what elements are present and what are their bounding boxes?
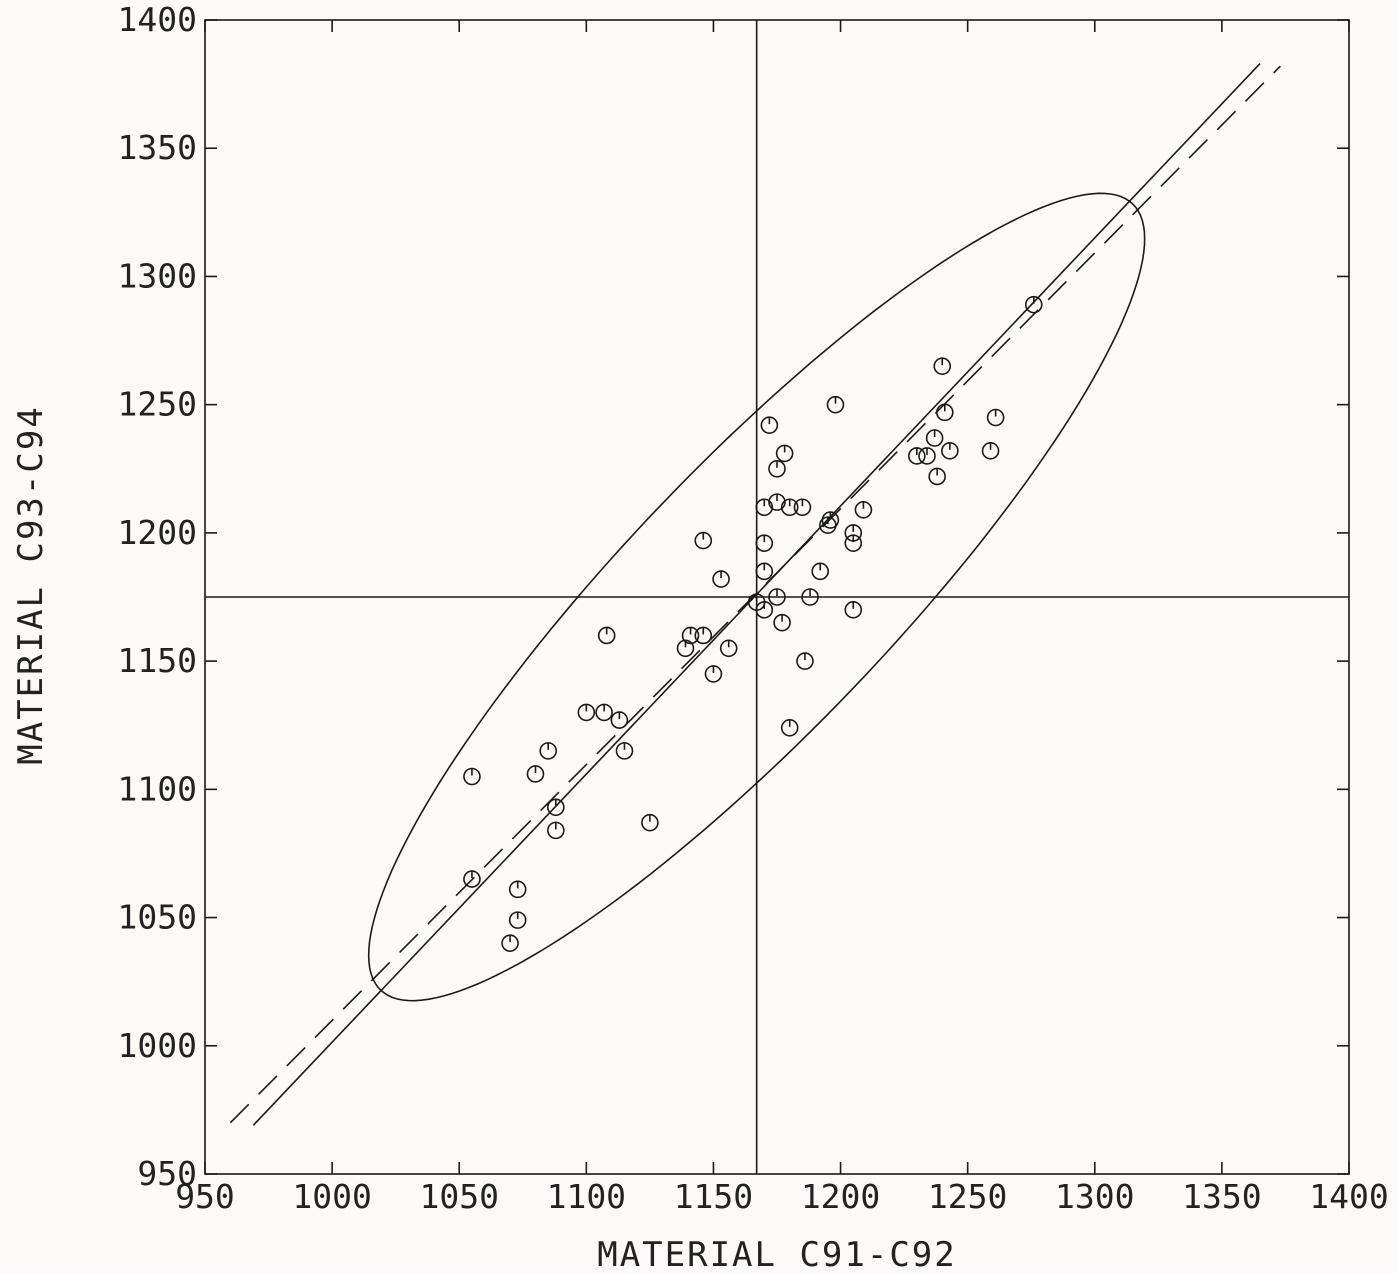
data-point [508,880,527,899]
data-point [935,403,954,422]
x-tick-label: 1050 [419,1177,498,1216]
x-axis-title: MATERIAL C91-C92 [597,1235,957,1273]
y-tick-label: 1400 [118,0,197,39]
data-point [821,511,840,529]
y-axis-title: MATERIAL C93-C94 [11,405,51,765]
y-tick-label: 1000 [118,1026,197,1065]
data-point [925,429,944,447]
data-point [610,711,629,729]
x-tick-label: 1300 [1055,1177,1134,1216]
data-point [826,395,845,414]
data-point [773,613,791,632]
data-point [780,498,799,517]
data-point [641,813,659,832]
y-tick-label: 950 [137,1154,197,1193]
x-tick-label: 1200 [801,1177,880,1216]
data-point [780,718,799,737]
data-point [941,442,959,460]
data-point [918,447,936,465]
y-tick-label: 1050 [118,898,197,937]
data-point [755,534,774,552]
data-point [463,870,481,888]
data-point [844,601,863,619]
data-point [694,626,713,645]
data-points [463,295,1043,953]
data-point [908,447,926,465]
data-point [768,493,786,511]
data-point [463,767,481,786]
y-tick-labels: 950 1000 1050 1100 1150 1200 1250 1300 1350 1400 [118,0,197,1193]
data-point [501,934,519,953]
data-point [986,408,1005,427]
data-point [755,498,774,517]
x-tick-label: 1150 [674,1177,753,1216]
data-point [595,703,613,722]
data-point [933,357,952,376]
data-point [811,562,830,581]
data-point [1024,295,1043,314]
y-tick-label: 1300 [118,256,197,295]
data-point [755,562,774,581]
data-point [844,534,863,552]
data-point [719,639,738,658]
x-tick-label: 1250 [928,1177,1007,1216]
y-tick-label: 1250 [118,385,197,424]
y-tick-label: 1200 [118,513,197,552]
x-tick-label: 1100 [547,1177,626,1216]
data-point [694,531,713,550]
data-point [775,444,794,463]
data-point [712,570,730,588]
data-point [793,498,812,517]
data-point [760,416,779,434]
data-point [755,601,774,619]
data-point [854,501,873,519]
axis-ticks [204,19,1350,1175]
x-tick-label: 1000 [292,1177,371,1216]
y-tick-label: 1150 [118,641,197,680]
x-tick-label: 1400 [1309,1177,1388,1216]
y-tick-label: 1350 [118,128,197,167]
data-point [615,742,634,760]
x-tick-labels: 950 1000 1050 1100 1150 1200 1250 1300 1350 1400 [175,1177,1389,1216]
confidence-ellipse [367,192,1146,1002]
reference-lines [205,20,1349,1174]
x-tick-label: 950 [175,1177,235,1216]
data-point [577,703,596,722]
y-tick-label: 1100 [118,769,197,808]
data-point [539,742,558,760]
data-point [768,459,786,478]
confidence-ellipse-group [367,192,1146,1002]
data-point [981,442,1000,460]
data-point [597,626,616,645]
data-point [526,765,545,783]
data-point [928,467,946,486]
data-point [547,798,565,817]
x-tick-label: 1350 [1182,1177,1261,1216]
data-point [704,665,723,683]
data-point [547,821,565,840]
data-point [801,588,819,606]
data-point [508,911,527,929]
data-point [796,652,814,670]
data-point [768,588,786,606]
data-point [681,626,700,645]
